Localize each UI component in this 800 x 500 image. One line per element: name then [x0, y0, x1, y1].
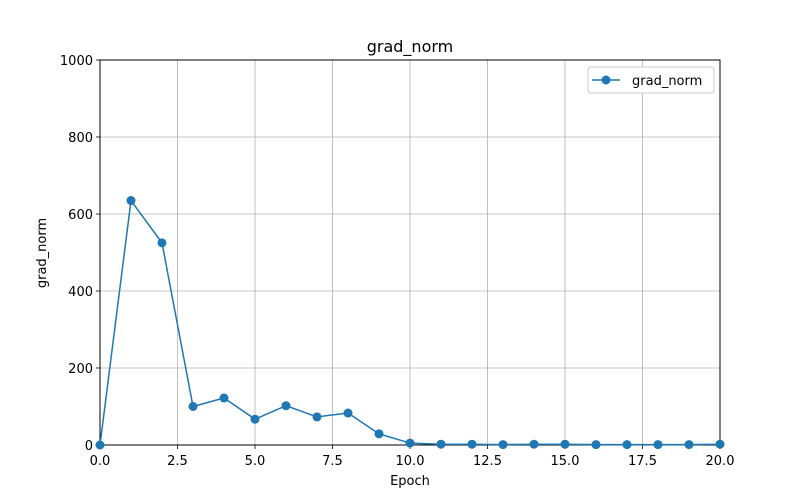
x-tick-label: 10.0	[396, 454, 425, 469]
x-axis-label: Epoch	[390, 474, 430, 489]
data-point	[157, 238, 167, 248]
legend: grad_norm	[587, 66, 715, 94]
data-point	[684, 440, 694, 450]
data-point	[405, 438, 415, 448]
y-tick-label: 600	[68, 208, 93, 223]
data-point	[219, 393, 229, 403]
data-point	[498, 440, 508, 450]
y-axis-label: grad_norm	[35, 218, 50, 288]
y-tick-label: 200	[68, 362, 93, 377]
data-point	[591, 440, 601, 450]
data-point	[374, 429, 384, 439]
data-point	[343, 408, 353, 418]
data-point	[467, 439, 477, 449]
x-tick-label: 0.0	[90, 454, 111, 469]
data-point	[312, 412, 322, 422]
chart-title: grad_norm	[367, 37, 454, 57]
data-point	[622, 440, 632, 450]
data-point	[126, 196, 136, 206]
data-point	[281, 401, 291, 411]
legend-label: grad_norm	[632, 74, 702, 89]
x-axis-ticks: 0.0 2.5 5.0 7.5 10.0 12.5 15.0 17.5 20.0	[90, 445, 735, 469]
data-point	[188, 402, 198, 411]
x-tick-label: 17.5	[628, 454, 657, 469]
data-point	[653, 440, 663, 450]
data-point	[95, 440, 105, 450]
data-point	[436, 439, 446, 449]
x-tick-label: 7.5	[322, 454, 343, 469]
legend-marker-swatch	[601, 75, 611, 85]
data-point	[715, 439, 725, 449]
y-tick-label: 1000	[60, 54, 93, 69]
x-tick-label: 12.5	[473, 454, 502, 469]
y-tick-label: 0	[85, 439, 93, 454]
x-tick-label: 15.0	[551, 454, 580, 469]
x-tick-label: 2.5	[167, 454, 188, 469]
legend-box	[587, 66, 715, 94]
x-tick-label: 5.0	[245, 454, 266, 469]
series-layer	[95, 196, 725, 450]
y-tick-label: 400	[68, 285, 93, 300]
y-tick-label: 800	[68, 131, 93, 146]
data-point	[250, 414, 260, 424]
grid-lines	[99, 59, 721, 446]
y-axis-ticks: 0 200 400 600 800 1000	[60, 54, 100, 454]
data-point	[560, 439, 570, 449]
data-point	[529, 439, 539, 449]
x-tick-label: 20.0	[706, 454, 735, 469]
